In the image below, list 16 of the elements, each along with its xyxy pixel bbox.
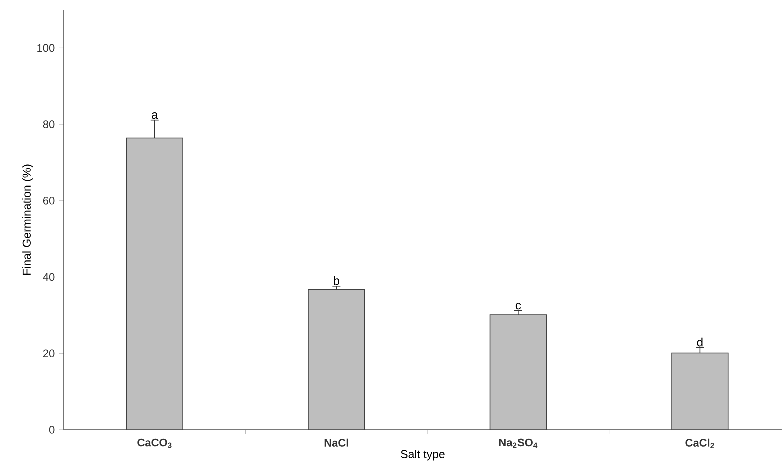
- y-tick-label: 80: [43, 120, 55, 128]
- y-tick-label: 40: [43, 273, 55, 282]
- x-tick-label: CaCO$_{3}$: [138, 438, 172, 448]
- x-tick-label: Na$_{2}$SO$_{4}$: [499, 438, 538, 448]
- annotation: b: [334, 276, 340, 286]
- x-axis-title: Salt type: [401, 450, 445, 461]
- annotation: d: [697, 338, 703, 347]
- x-tick-label: NaCl: [324, 438, 348, 447]
- x-tick-label: CaCl$_{2}$: [686, 438, 714, 448]
- y-axis-title: Final Germination (%): [22, 164, 34, 275]
- y-tick-label: 0: [49, 426, 55, 434]
- y-tick-label: 100: [38, 44, 55, 52]
- y-tick-label: 60: [43, 197, 55, 205]
- annotation: a: [152, 112, 158, 120]
- y-tick-label: 20: [43, 350, 55, 358]
- annotation: c: [516, 303, 522, 310]
